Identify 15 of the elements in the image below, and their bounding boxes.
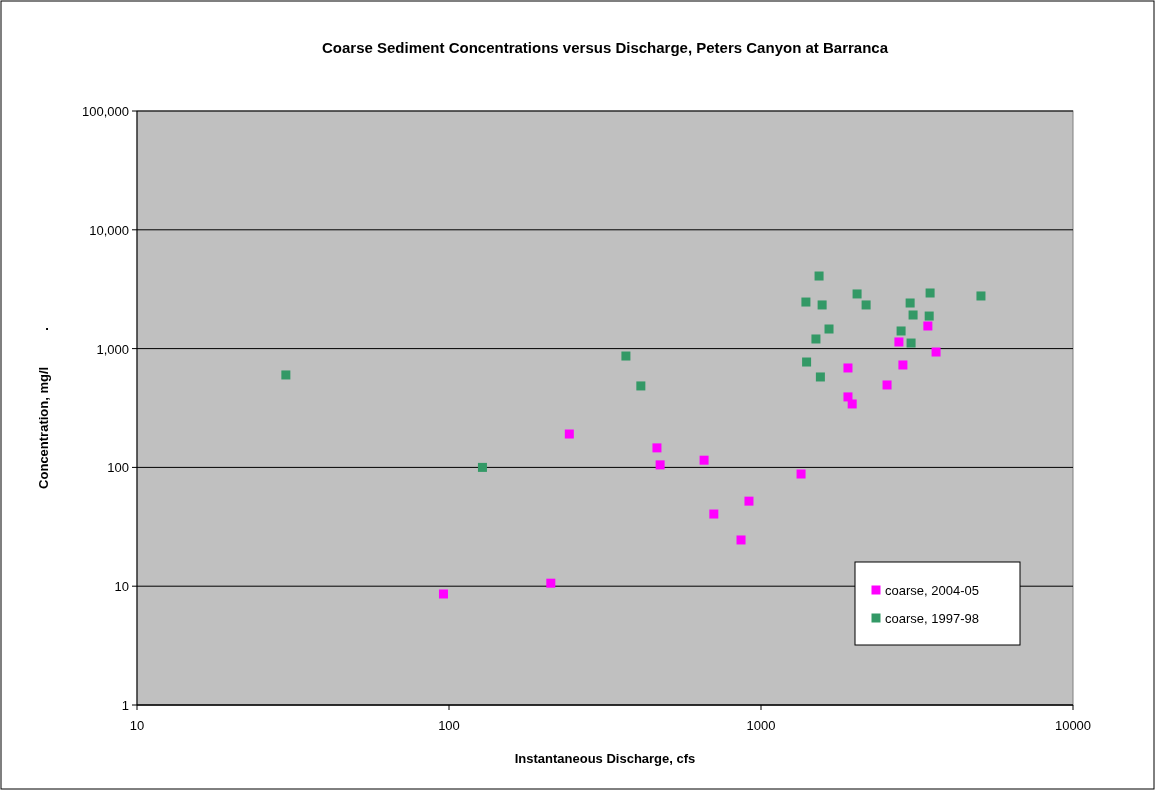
legend-label: coarse, 2004-05 (885, 583, 979, 598)
x-tick-label: 1000 (746, 718, 776, 733)
y-tick-label: 1,000 (96, 341, 129, 357)
y-tick-label: 10,000 (89, 222, 129, 238)
y-axis-title: Concentration, mg/l . (36, 327, 51, 489)
chart-title: Coarse Sediment Concentrations versus Discharge, Peters Canyon at Barranca (321, 39, 889, 56)
y-tick-label: 100 (107, 460, 129, 476)
y-tick-label: 10 (114, 579, 129, 595)
x-tick-label: 10000 (1054, 718, 1092, 733)
y-tick-label: 1 (121, 698, 129, 713)
x-tick-label: 100 (438, 718, 460, 733)
x-tick-label: 10 (129, 718, 145, 733)
y-tick-label: 100,000 (82, 104, 129, 119)
legend-label: coarse, 1997-98 (885, 611, 979, 626)
x-axis-title: Instantaneous Discharge, cfs (514, 751, 696, 766)
